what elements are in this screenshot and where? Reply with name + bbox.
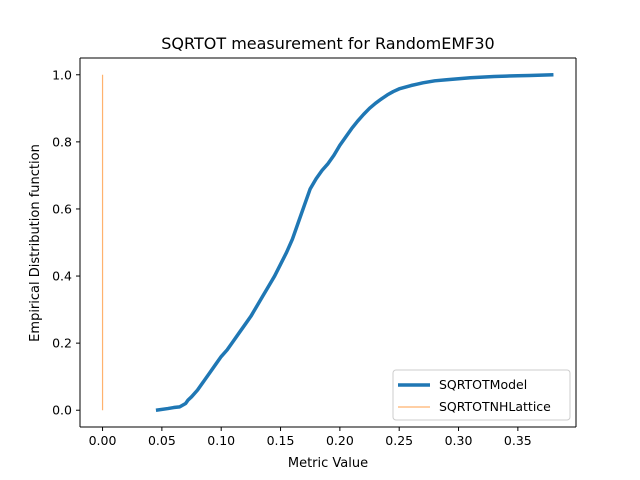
y-axis-label: Empirical Distribution function xyxy=(28,144,43,342)
y-tick-label: 0.0 xyxy=(52,403,72,418)
legend-label-sqrtotnhlattice: SQRTOTNHLattice xyxy=(439,399,551,414)
x-tick-label: 0.10 xyxy=(207,433,235,448)
y-tick-label: 0.8 xyxy=(52,134,72,149)
x-tick-label: 0.20 xyxy=(326,433,354,448)
y-tick-label: 0.4 xyxy=(52,269,72,284)
x-tick-label: 0.30 xyxy=(445,433,473,448)
x-tick-label: 0.25 xyxy=(385,433,413,448)
series-layer xyxy=(101,73,554,412)
x-axis-ticks: 0.00 0.05 0.10 0.15 0.20 0.25 0.30 0.35 xyxy=(89,427,532,448)
x-tick-label: 0.35 xyxy=(504,433,532,448)
axes-frame xyxy=(79,57,577,428)
plot-area xyxy=(80,58,576,427)
legend-label-sqrtotmodel: SQRTOTModel xyxy=(439,377,527,392)
y-tick-label: 0.2 xyxy=(52,336,72,351)
chart-title: SQRTOT measurement for RandomEMF30 xyxy=(161,34,494,53)
y-axis-ticks: 0.0 0.2 0.4 0.6 0.8 1.0 xyxy=(52,67,80,418)
y-tick-label: 0.6 xyxy=(52,201,72,216)
y-tick-label: 1.0 xyxy=(52,67,72,82)
x-tick-label: 0.00 xyxy=(89,433,117,448)
x-tick-label: 0.15 xyxy=(267,433,295,448)
legend-box xyxy=(392,369,571,421)
x-tick-label: 0.05 xyxy=(148,433,176,448)
x-axis-label: Metric Value xyxy=(288,456,368,471)
legend: SQRTOTModel SQRTOTNHLattice xyxy=(392,369,571,421)
series-line-sqrtotmodel xyxy=(155,73,554,412)
